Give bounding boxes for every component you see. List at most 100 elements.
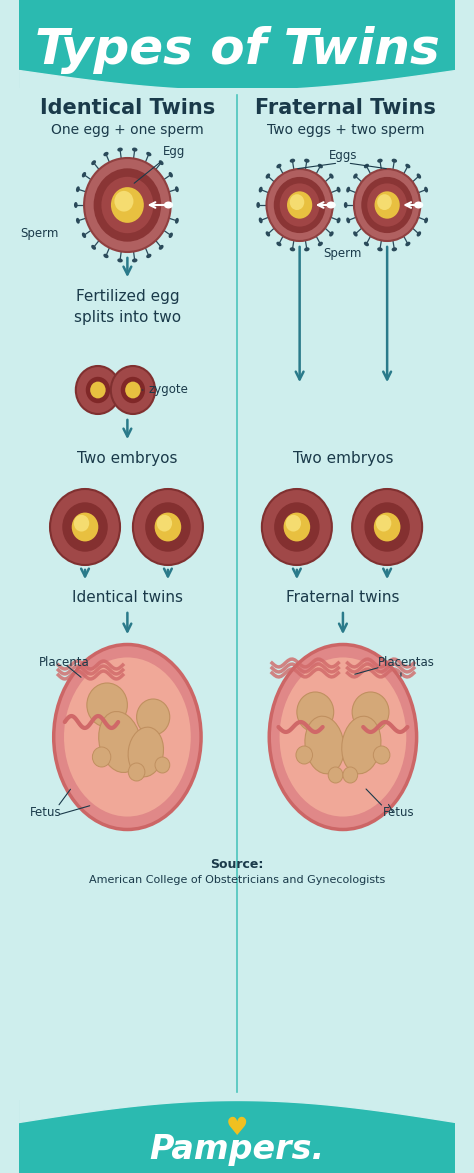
- Text: Fertilized egg
splits into two: Fertilized egg splits into two: [74, 289, 181, 325]
- Ellipse shape: [405, 242, 410, 246]
- Ellipse shape: [417, 231, 421, 237]
- Text: Two embryos: Two embryos: [77, 452, 178, 467]
- Text: Fraternal twins: Fraternal twins: [286, 590, 400, 604]
- Circle shape: [374, 513, 401, 542]
- Circle shape: [287, 191, 312, 218]
- Ellipse shape: [364, 164, 369, 168]
- Text: Fraternal Twins: Fraternal Twins: [255, 99, 436, 118]
- Ellipse shape: [91, 245, 96, 250]
- Ellipse shape: [364, 242, 369, 246]
- Circle shape: [94, 169, 161, 242]
- Text: Two embryos: Two embryos: [292, 452, 393, 467]
- Circle shape: [274, 502, 319, 551]
- Ellipse shape: [290, 248, 295, 251]
- Circle shape: [266, 169, 333, 240]
- Circle shape: [121, 377, 145, 404]
- Circle shape: [157, 515, 172, 531]
- Circle shape: [125, 381, 141, 399]
- Circle shape: [290, 195, 304, 210]
- Circle shape: [128, 762, 145, 781]
- Ellipse shape: [405, 164, 410, 168]
- Text: American College of Obstetricians and Gynecologists: American College of Obstetricians and Gy…: [89, 875, 385, 884]
- Ellipse shape: [76, 187, 80, 192]
- Ellipse shape: [54, 644, 201, 829]
- Text: zygote: zygote: [142, 384, 189, 396]
- Ellipse shape: [256, 202, 260, 208]
- Ellipse shape: [132, 148, 137, 151]
- Circle shape: [274, 177, 326, 233]
- Text: Sperm: Sperm: [324, 246, 362, 259]
- Ellipse shape: [344, 202, 347, 208]
- Text: Types of Twins: Types of Twins: [35, 26, 439, 74]
- Text: Identical twins: Identical twins: [72, 590, 183, 604]
- Ellipse shape: [342, 717, 381, 774]
- Text: Two eggs + two sperm: Two eggs + two sperm: [267, 123, 424, 137]
- Circle shape: [101, 177, 154, 233]
- Ellipse shape: [103, 253, 109, 258]
- Ellipse shape: [276, 242, 282, 246]
- Circle shape: [343, 767, 358, 784]
- Circle shape: [74, 515, 89, 531]
- Ellipse shape: [353, 231, 358, 237]
- Circle shape: [377, 195, 392, 210]
- Circle shape: [296, 746, 312, 764]
- Ellipse shape: [377, 158, 383, 163]
- Circle shape: [365, 502, 410, 551]
- Text: Sperm: Sperm: [20, 226, 58, 239]
- Ellipse shape: [265, 231, 270, 237]
- Ellipse shape: [76, 218, 80, 224]
- Circle shape: [90, 381, 106, 399]
- Circle shape: [50, 489, 120, 565]
- Circle shape: [114, 191, 134, 211]
- Ellipse shape: [169, 232, 173, 238]
- Text: Pampers.: Pampers.: [149, 1133, 325, 1166]
- Ellipse shape: [175, 218, 179, 224]
- Ellipse shape: [280, 657, 406, 816]
- Circle shape: [133, 489, 203, 565]
- Ellipse shape: [327, 202, 336, 209]
- Ellipse shape: [164, 202, 173, 209]
- Ellipse shape: [424, 187, 428, 192]
- Ellipse shape: [259, 187, 263, 192]
- Ellipse shape: [318, 164, 323, 168]
- FancyBboxPatch shape: [18, 0, 456, 88]
- Ellipse shape: [424, 217, 428, 223]
- Ellipse shape: [304, 158, 310, 163]
- Ellipse shape: [146, 151, 152, 156]
- Circle shape: [62, 502, 108, 551]
- Circle shape: [86, 377, 110, 404]
- Circle shape: [286, 515, 301, 531]
- Text: Eggs: Eggs: [328, 149, 357, 162]
- Circle shape: [374, 746, 390, 764]
- Ellipse shape: [290, 158, 295, 163]
- Text: Fetus: Fetus: [30, 806, 61, 819]
- Ellipse shape: [417, 174, 421, 178]
- Circle shape: [352, 489, 422, 565]
- Circle shape: [352, 692, 389, 732]
- Ellipse shape: [329, 231, 334, 237]
- Circle shape: [84, 158, 171, 252]
- Ellipse shape: [414, 202, 423, 209]
- Circle shape: [87, 683, 128, 727]
- Ellipse shape: [64, 657, 191, 816]
- Ellipse shape: [117, 258, 123, 263]
- Text: Placentas: Placentas: [378, 656, 435, 669]
- Ellipse shape: [74, 202, 78, 208]
- Ellipse shape: [175, 187, 179, 192]
- Circle shape: [354, 169, 420, 240]
- Circle shape: [145, 502, 191, 551]
- Ellipse shape: [99, 712, 141, 773]
- FancyBboxPatch shape: [18, 1100, 456, 1173]
- Circle shape: [262, 489, 332, 565]
- Circle shape: [155, 757, 170, 773]
- Text: Fetus: Fetus: [383, 806, 414, 819]
- Circle shape: [361, 177, 413, 233]
- Ellipse shape: [82, 172, 86, 177]
- Ellipse shape: [159, 161, 164, 165]
- Circle shape: [92, 747, 111, 767]
- Ellipse shape: [259, 217, 263, 223]
- Ellipse shape: [392, 158, 397, 163]
- Ellipse shape: [392, 248, 397, 251]
- Ellipse shape: [304, 248, 310, 251]
- Text: ♥: ♥: [226, 1116, 248, 1140]
